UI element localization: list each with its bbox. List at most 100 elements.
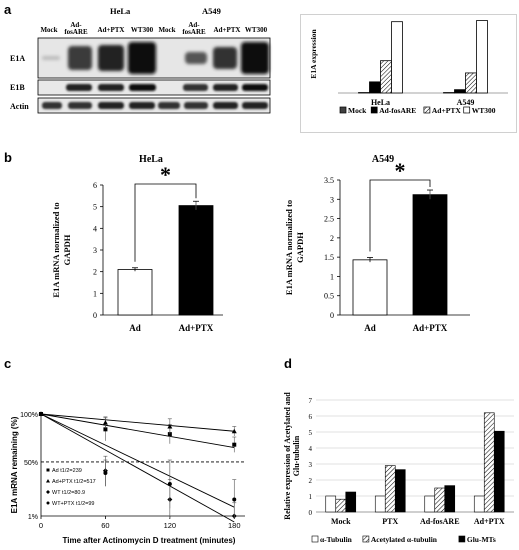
y-tick-label: 3 <box>330 195 334 204</box>
legend-label: Ad-fosARE <box>379 106 416 115</box>
bar <box>325 495 337 513</box>
blot-lane-label: Mock <box>40 26 58 34</box>
category-label: Mock <box>331 517 351 526</box>
legend-label: WT+PTX t1/2=99 <box>52 501 95 507</box>
legend-label: WT300 <box>472 106 496 115</box>
chart-a-e1a-expression: E1A expression HeLa A549 Mock Ad-fosARE Ad+PT… <box>300 14 517 133</box>
category-label: Ad+PTX <box>474 517 505 526</box>
y-tick-label: 0 <box>93 311 97 320</box>
y-axis-label: Glu-tubulin <box>292 435 301 476</box>
panel-letter-b: b <box>4 150 12 165</box>
legend-swatch <box>463 106 471 114</box>
data-point <box>232 442 237 447</box>
panel-letter-d: d <box>284 356 292 371</box>
bar <box>369 81 381 94</box>
y-tick-label: 2.5 <box>324 215 334 224</box>
category-label: Ad-fosARE <box>420 517 460 526</box>
fit-line <box>40 413 235 523</box>
y-tick-label: 3.5 <box>324 176 334 185</box>
y-tick-label: 6 <box>309 413 313 421</box>
blot-lane-label: Ad+PTX <box>213 26 241 34</box>
y-tick-label: 1.5 <box>324 253 334 262</box>
fit-line <box>40 413 235 508</box>
bar <box>345 491 357 513</box>
legend-label: WT t1/2=80.9 <box>52 490 85 496</box>
y-tick-label: 5 <box>93 203 97 212</box>
blot-image <box>37 37 271 114</box>
blot-lane-label: Mock <box>158 26 176 34</box>
y-tick-label: 100% <box>20 412 38 419</box>
bar <box>473 495 485 513</box>
y-tick-label: 2 <box>309 477 313 485</box>
y-tick-label: 1 <box>330 272 334 281</box>
legend-label: α-Tubulin <box>320 535 353 544</box>
blot-lane-label: WT300 <box>130 26 154 34</box>
legend-label: Ad+PTX t1/2=517 <box>52 479 96 485</box>
legend-label: Mock <box>348 106 367 115</box>
legend-marker <box>46 479 50 483</box>
y-tick-label: 4 <box>93 224 97 233</box>
y-tick-label: 3 <box>93 246 97 255</box>
bar <box>434 487 446 513</box>
chart-title: A549 <box>372 154 394 165</box>
bar <box>335 498 347 513</box>
bar <box>454 89 466 94</box>
y-tick-label: 7 <box>309 397 313 405</box>
y-tick-label: 3 <box>309 461 313 469</box>
blot-row-actin: Actin <box>10 102 29 111</box>
bar <box>476 20 488 94</box>
chart-c-mrna-decay: 100% 50% 1%0 60 120 180 Time after Actinomycin… <box>10 411 245 545</box>
blot-row-e1a: E1A <box>10 54 26 63</box>
bar <box>483 412 495 513</box>
data-point <box>231 428 237 434</box>
category-label: HeLa <box>371 98 390 107</box>
bar <box>384 465 396 513</box>
significance-bracket <box>369 179 431 252</box>
data-point <box>167 482 172 487</box>
legend-swatch <box>339 106 347 114</box>
legend-marker <box>46 468 50 472</box>
bar <box>493 430 505 513</box>
fit-line <box>40 413 235 432</box>
category-label: A549 <box>457 98 475 107</box>
significance-star: * <box>395 158 406 183</box>
x-tick-label: 60 <box>101 521 109 530</box>
panel-letter-a: a <box>4 2 12 17</box>
legend-swatch <box>370 106 378 114</box>
legend-label: Ad t1/2=239 <box>52 468 82 474</box>
bar <box>391 21 403 94</box>
legend-swatch <box>362 535 370 543</box>
legend-marker <box>46 490 50 494</box>
bar <box>465 72 477 94</box>
y-tick-label: 2 <box>330 234 334 243</box>
y-tick-label: 5 <box>309 429 313 437</box>
data-point <box>232 497 237 502</box>
y-tick-label: 4 <box>309 445 313 453</box>
category-label: Ad+PTX <box>413 323 448 333</box>
y-tick-label: 1 <box>309 493 313 501</box>
y-tick-label: 2 <box>93 268 97 277</box>
legend-label: Ad+PTX <box>432 106 461 115</box>
y-tick-label: 1 <box>93 289 97 298</box>
y-axis-label: E1A mRNA normalized to <box>51 202 61 297</box>
blot-row-e1b: E1B <box>10 83 25 92</box>
bar <box>394 469 406 513</box>
chart-b-a549: A549 0 0.5 1 1.5 2 2.5 3 3.5 E1A mRNA normalized … <box>284 154 470 333</box>
blot-cell-line-hela: HeLa <box>110 6 131 16</box>
blot-lane-label: WT300 <box>244 26 268 34</box>
y-axis-label: E1A mRNA remaining (%) <box>10 416 19 513</box>
y-axis-label: GAPDH <box>62 234 72 265</box>
category-label: Ad+PTX <box>179 323 214 333</box>
data-point <box>167 423 173 429</box>
y-axis-label: Relative expression of Acetylated and <box>283 392 292 520</box>
y-axis-label: GAPDH <box>295 232 305 263</box>
bar <box>374 495 386 513</box>
chart-title: HeLa <box>139 154 163 165</box>
legend-marker <box>46 501 50 505</box>
blot-lane-label: Ad+PTX <box>97 26 125 34</box>
legend-swatch <box>311 535 319 543</box>
significance-bracket <box>134 183 197 262</box>
fit-line <box>40 413 235 449</box>
y-tick-label: 0 <box>309 509 313 517</box>
data-point <box>39 412 43 416</box>
